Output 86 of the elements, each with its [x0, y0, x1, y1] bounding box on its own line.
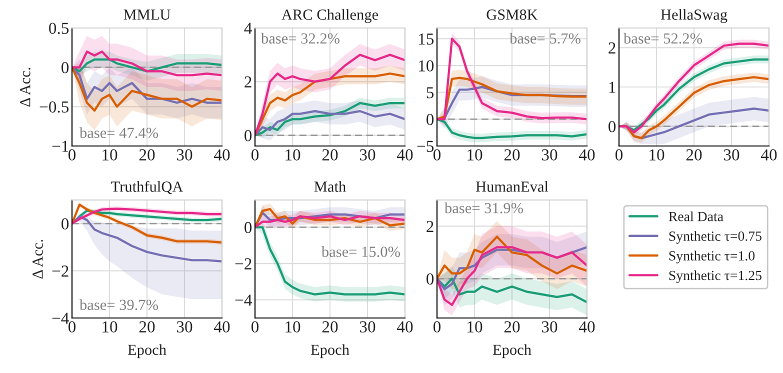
x-tick-label: 10 [468, 149, 482, 161]
line-series [255, 215, 405, 228]
y-tick-label: 5 [426, 87, 434, 98]
x-tick-label: 20 [139, 149, 155, 161]
x-tick-label: 10 [102, 321, 118, 333]
y-tick-label: 0.5 [49, 22, 69, 34]
chart-title: HellaSwag [660, 9, 728, 23]
x-tick-label: 40 [214, 321, 230, 333]
x-tick-label: 20 [504, 149, 520, 161]
x-axis-title: Epoch [128, 344, 166, 358]
annotation: base= 39.7% [80, 299, 158, 310]
y-tick-label: 0 [244, 222, 252, 234]
y-axis-title: Δ Acc. [32, 240, 43, 279]
annotation: base= 5.7% [510, 32, 580, 44]
legend-label: Synthetic τ=1.0 [669, 250, 755, 264]
y-tick-label: 0 [244, 130, 252, 142]
y-tick-label: 1 [609, 82, 616, 93]
x-tick-label: 40 [396, 149, 413, 161]
legend-label: Real Data [668, 211, 724, 222]
y-tick-label: −2 [52, 266, 68, 277]
x-tick-label: 30 [360, 321, 376, 333]
chart-title: HumanEval [476, 181, 548, 192]
x-tick-label: 40 [578, 321, 595, 333]
y-tick-label: 4 [244, 22, 252, 34]
y-tick-label: −1 [52, 140, 68, 152]
x-tick-label: 20 [322, 149, 338, 161]
y-tick-label: −4 [235, 294, 252, 306]
y-tick-label: 0 [62, 218, 69, 230]
y-tick-label: −2 [235, 258, 252, 270]
annotation: base= 32.2% [261, 32, 340, 44]
chart-title: Math [314, 181, 346, 192]
chart-title: GSM8K [486, 10, 538, 20]
x-tick-label: 40 [760, 149, 777, 161]
x-axis-title: Epoch [492, 344, 532, 358]
chart-title: ARC Challenge [282, 9, 378, 23]
x-tick-label: 10 [102, 149, 118, 161]
annotation: base= 52.2% [624, 32, 702, 44]
x-tick-label: 10 [468, 321, 482, 333]
x-tick-label: 20 [686, 149, 702, 161]
x-tick-label: 30 [176, 149, 192, 161]
y-tick-label: 15 [419, 34, 434, 45]
x-axis-title: Epoch [310, 344, 350, 358]
y-axis-title: Δ Acc. [20, 68, 30, 107]
line-series [437, 236, 587, 280]
line-series [255, 226, 405, 296]
line-series [437, 76, 587, 120]
x-tick-label: 10 [286, 149, 300, 161]
x-tick-label: 40 [578, 149, 595, 161]
y-tick-label: 0 [426, 273, 434, 285]
line-series [72, 66, 222, 104]
x-tick-label: 30 [724, 149, 740, 161]
line-series [72, 66, 222, 112]
x-tick-label: 40 [214, 149, 230, 161]
annotation: base= 31.9% [444, 202, 524, 214]
x-tick-label: 10 [650, 149, 664, 161]
annotation: base= 47.4% [80, 127, 158, 138]
x-tick-label: 30 [542, 149, 558, 161]
y-tick-label: 0 [62, 62, 69, 74]
line-series [72, 50, 222, 76]
y-tick-label: 2 [608, 42, 616, 54]
chart-title: MMLU [124, 10, 170, 20]
x-tick-label: 20 [139, 321, 155, 333]
x-tick-label: 10 [286, 321, 300, 333]
y-tick-label: 0 [426, 114, 434, 126]
y-tick-label: −0.5 [40, 101, 69, 113]
x-tick-label: 30 [176, 321, 192, 333]
line-series [437, 246, 587, 306]
y-tick-label: 2 [426, 220, 434, 232]
x-tick-label: 40 [396, 321, 413, 333]
line-series [72, 58, 222, 72]
x-tick-label: 30 [542, 321, 558, 333]
annotation: base= 15.0% [321, 246, 400, 257]
legend-label: Synthetic τ=1.25 [669, 270, 762, 284]
y-tick-label: −4 [52, 312, 69, 324]
y-tick-label: 0 [608, 121, 616, 132]
x-tick-label: 30 [360, 149, 376, 161]
chart-title: TruthfulQA [111, 180, 184, 194]
y-tick-label: 2 [244, 76, 252, 88]
y-tick-label: 10 [419, 60, 434, 72]
line-series [255, 110, 405, 136]
legend-label: Synthetic τ=0.75 [669, 231, 762, 244]
x-tick-label: 20 [322, 321, 338, 333]
y-tick-label: −5 [417, 140, 434, 152]
line-series [437, 278, 587, 304]
line-series [72, 215, 222, 262]
x-tick-label: 20 [504, 321, 520, 333]
